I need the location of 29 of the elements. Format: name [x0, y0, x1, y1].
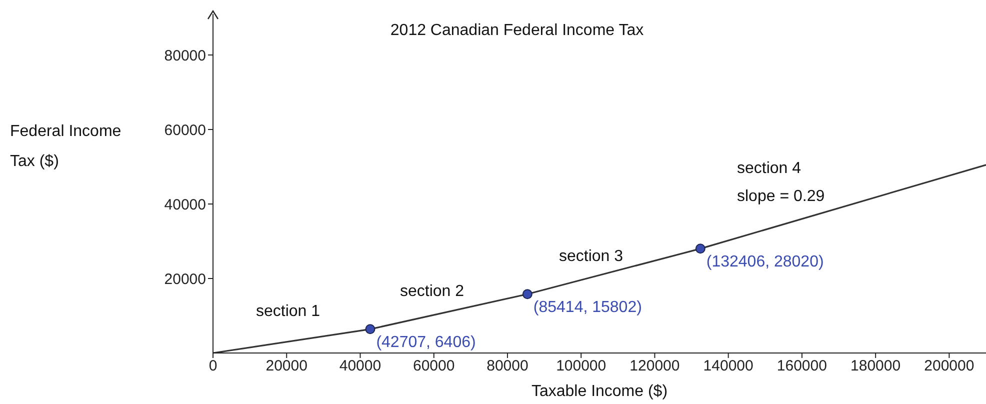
y-tick-label: 40000: [164, 196, 206, 214]
x-tick-label: 140000: [703, 358, 754, 375]
data-label: (85414, 15802): [533, 299, 642, 316]
annotation: section 4: [737, 159, 802, 179]
x-tick-label: 80000: [486, 358, 528, 375]
text: Federal Income Tax ($): [10, 122, 122, 172]
x-tick-label: 200000: [924, 358, 974, 375]
data-label: (132406, 28020): [706, 254, 824, 271]
data-label: (42707, 6406): [376, 334, 476, 352]
y-tick-label: 80000: [164, 47, 206, 64]
x-tick-label: 60000: [413, 358, 455, 375]
x-tick-label: 0: [208, 358, 218, 375]
x-tick-label: 180000: [850, 358, 901, 375]
annotation: section 3: [559, 247, 624, 267]
x-tick-label: 20000: [266, 358, 308, 375]
x-axis-title: Taxable Income ($): [530, 383, 669, 401]
point: [695, 244, 706, 254]
text: 2012 Canadian Federal Income Tax: [389, 22, 645, 40]
x-tick-label: 120000: [630, 358, 680, 375]
x-tick-label: 40000: [339, 358, 382, 375]
x-tick-label: 160000: [776, 358, 827, 375]
annotation: section 2: [400, 282, 466, 302]
y-tick-label: 20000: [164, 270, 206, 288]
annotation: slope = 0.29: [737, 187, 826, 207]
x-tick-label: 100000: [556, 358, 606, 375]
y-tick-label: 60000: [164, 122, 206, 139]
point: [522, 289, 532, 300]
annotation: section 1: [256, 302, 322, 322]
point: [365, 324, 376, 334]
